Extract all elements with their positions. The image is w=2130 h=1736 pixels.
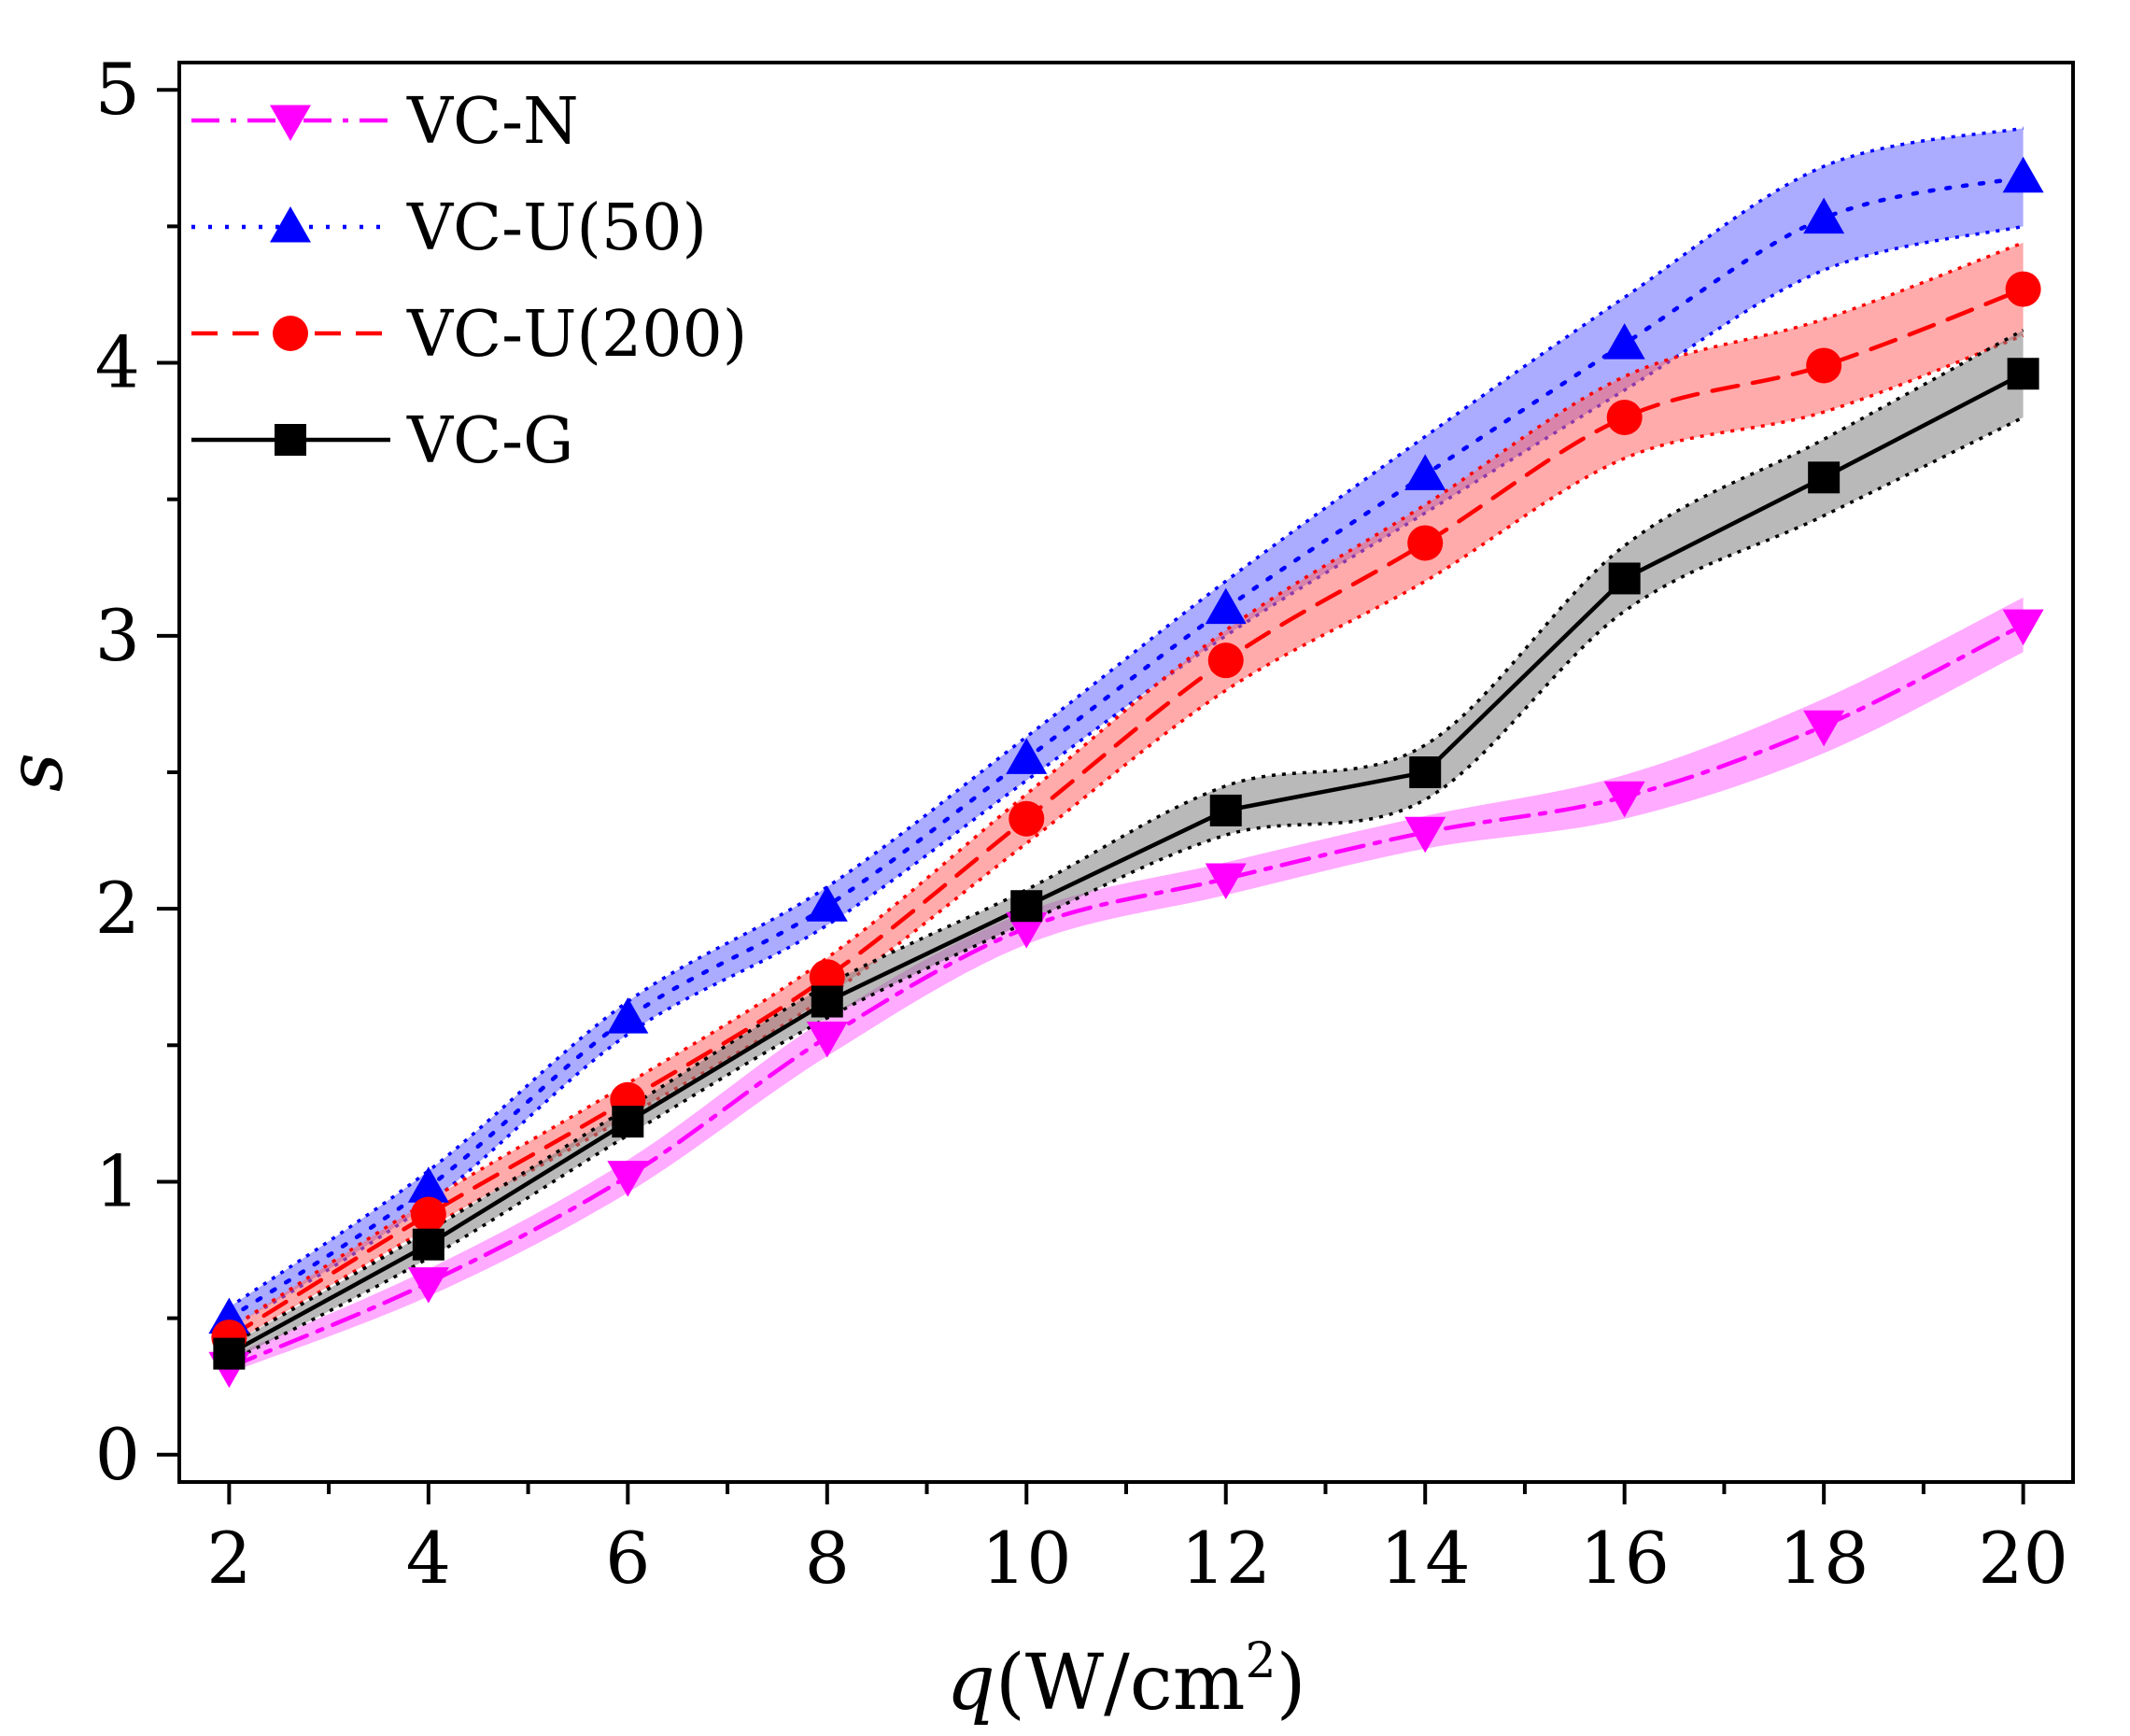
legend-swatch-marker	[270, 105, 311, 141]
x-axis: 2 4 6 8 10 12 14 16 18 20	[206, 1482, 2068, 1600]
point-vc-u-50-14	[1404, 454, 1446, 490]
x-tick-label: 6	[605, 1517, 650, 1600]
point-vc-u-50-16	[1603, 323, 1645, 360]
band-lower-edge-vc-g	[228, 416, 2024, 1363]
point-vc-u-200-18	[1806, 347, 1842, 384]
x-axis-unit-superscript: 2	[1246, 1633, 1277, 1689]
line-vc-u-50	[227, 175, 2025, 1320]
band-upper-edge-vc-u-50	[228, 126, 2024, 1309]
point-vc-u-50-10	[1006, 738, 1048, 774]
point-vc-g-20	[2007, 358, 2039, 390]
x-tick-label: 16	[1579, 1517, 1670, 1600]
y-axis: 0 1 2 3 4 5	[95, 48, 179, 1496]
point-vc-n-16	[1603, 781, 1645, 818]
point-vc-u-50-20	[2002, 156, 2044, 193]
point-vc-u-50-4	[407, 1166, 449, 1203]
line-vc-n	[227, 622, 2025, 1370]
legend-item-vc-n: VC-N	[191, 85, 579, 159]
point-vc-u-200-14	[1407, 525, 1444, 561]
x-tick-label: 8	[805, 1517, 850, 1600]
x-axis-unit-open: (W/cm	[995, 1639, 1246, 1728]
legend-item-vc-u-200: VC-U(200)	[191, 298, 747, 372]
x-tick-label: 4	[406, 1517, 451, 1600]
legend-swatch-marker	[273, 316, 308, 351]
point-vc-n-20	[2002, 609, 2044, 646]
point-vc-g-14	[1409, 756, 1442, 788]
point-vc-u-50-6	[607, 997, 649, 1034]
y-axis-title: s	[0, 753, 80, 792]
x-tick-label: 20	[1978, 1517, 2068, 1600]
point-vc-g-12	[1209, 794, 1242, 826]
point-vc-u-200-10	[1009, 800, 1045, 837]
y-tick-label: 1	[95, 1139, 140, 1222]
band-vc-n	[229, 597, 2024, 1374]
series-lines	[227, 175, 2025, 1370]
x-tick-label: 12	[1180, 1517, 1271, 1600]
x-tick-label: 14	[1380, 1517, 1471, 1600]
legend: VC-N VC-U(50) VC-U(200) VC-G	[191, 85, 747, 478]
y-tick-label: 2	[95, 867, 140, 950]
point-vc-g-18	[1808, 461, 1841, 494]
point-vc-u-200-16	[1606, 400, 1643, 435]
x-axis-title: q(W/cm2)	[946, 1633, 1305, 1728]
legend-label: VC-N	[406, 85, 579, 159]
band-upper-edge-vc-g	[228, 328, 2024, 1348]
legend-label: VC-G	[406, 404, 573, 478]
x-tick-label: 10	[981, 1517, 1072, 1600]
y-tick-label: 0	[95, 1413, 140, 1496]
legend-swatch-marker	[270, 206, 311, 243]
x-tick-label: 18	[1779, 1517, 1869, 1600]
point-vc-u-50-8	[806, 885, 848, 922]
point-vc-n-4	[407, 1267, 449, 1304]
legend-swatch-marker	[275, 424, 306, 456]
point-vc-g-16	[1608, 562, 1641, 595]
y-tick-label: 4	[95, 321, 140, 404]
point-vc-n-8	[806, 1022, 848, 1058]
confidence-bands	[228, 126, 2024, 1374]
legend-label: VC-U(200)	[406, 298, 747, 372]
legend-label: VC-U(50)	[406, 191, 707, 265]
legend-item-vc-g: VC-G	[191, 404, 573, 478]
y-tick-label: 5	[95, 48, 140, 131]
point-vc-n-12	[1205, 863, 1247, 899]
point-vc-n-6	[607, 1161, 649, 1197]
point-vc-g-10	[1010, 890, 1043, 923]
x-axis-unit-close: )	[1277, 1639, 1306, 1728]
point-vc-g-4	[412, 1228, 444, 1261]
series-markers	[208, 156, 2044, 1389]
band-vc-g	[229, 330, 2024, 1362]
band-vc-u-200	[229, 242, 2024, 1346]
point-vc-g-2	[213, 1337, 246, 1370]
point-vc-u-200-12	[1207, 642, 1244, 679]
point-vc-u-200-20	[2005, 271, 2041, 307]
point-vc-u-200-4	[410, 1196, 446, 1233]
point-vc-u-50-18	[1803, 197, 1845, 234]
point-vc-g-8	[811, 985, 843, 1018]
y-tick-label: 3	[95, 594, 140, 677]
band-vc-u-50	[229, 128, 2024, 1330]
band-upper-edge-vc-u-200	[228, 241, 2024, 1331]
x-tick-label: 2	[206, 1517, 251, 1600]
point-vc-g-6	[612, 1106, 644, 1138]
legend-item-vc-u-50: VC-U(50)	[191, 191, 707, 265]
x-axis-symbol: q	[946, 1639, 995, 1728]
point-vc-n-18	[1803, 710, 1845, 747]
point-vc-u-50-12	[1205, 587, 1247, 625]
line-vc-g	[227, 371, 2025, 1356]
line-vc-u-200	[227, 287, 2025, 1340]
point-vc-n-14	[1404, 816, 1446, 854]
